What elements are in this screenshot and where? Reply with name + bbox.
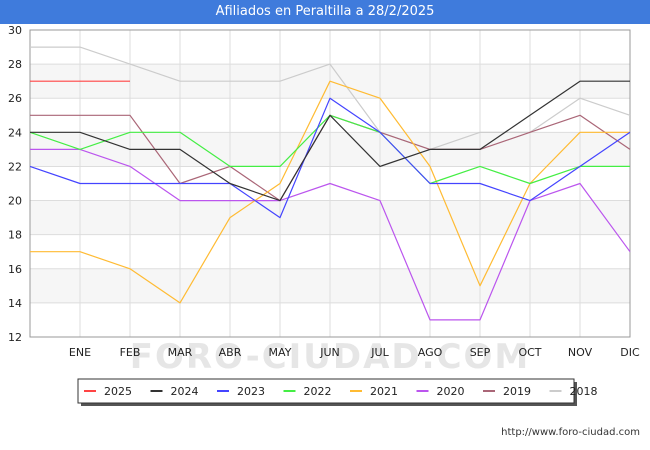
series-line-2023 xyxy=(29,97,631,219)
y-tick-label: 28 xyxy=(8,58,22,71)
series-line-2024 xyxy=(30,80,630,202)
legend-label-2020: 2020 xyxy=(437,385,465,398)
y-tick-label: 20 xyxy=(8,195,22,208)
chart-title: Afiliados en Peraltilla a 28/2/2025 xyxy=(0,0,650,24)
legend-label-2024: 2024 xyxy=(171,385,199,398)
legend-label-2019: 2019 xyxy=(503,385,531,398)
x-tick-label: JUL xyxy=(370,346,389,359)
y-tick-label: 12 xyxy=(8,331,22,344)
y-tick-label: 30 xyxy=(8,24,22,37)
y-tick-label: 24 xyxy=(8,126,22,139)
legend-label-2023: 2023 xyxy=(237,385,265,398)
legend-label-2025: 2025 xyxy=(104,385,132,398)
x-tick-label: MAR xyxy=(168,346,193,359)
legend-label-2021: 2021 xyxy=(370,385,398,398)
x-tick-label: AGO xyxy=(418,346,443,359)
legend-label-2022: 2022 xyxy=(304,385,332,398)
x-tick-label: ENE xyxy=(69,346,91,359)
x-tick-label: SEP xyxy=(470,346,491,359)
y-tick-label: 26 xyxy=(8,92,22,105)
x-tick-label: MAY xyxy=(269,346,292,359)
x-tick-label: NOV xyxy=(568,346,593,359)
y-tick-label: 22 xyxy=(8,160,22,173)
plot-border xyxy=(29,29,631,338)
y-tick-label: 18 xyxy=(8,229,22,242)
x-tick-label: FEB xyxy=(120,346,141,359)
x-tick-label: ABR xyxy=(219,346,242,359)
y-tick-label: 14 xyxy=(8,297,22,310)
x-tick-label: OCT xyxy=(518,346,541,359)
legend-label-2018: 2018 xyxy=(570,385,598,398)
x-tick-label: JUN xyxy=(319,346,340,359)
source-url[interactable]: http://www.foro-ciudad.com xyxy=(501,427,640,438)
x-tick-label: DIC xyxy=(620,346,640,359)
watermark-text: FORO-CIUDAD.COM xyxy=(130,337,531,377)
y-tick-label: 16 xyxy=(8,263,22,276)
